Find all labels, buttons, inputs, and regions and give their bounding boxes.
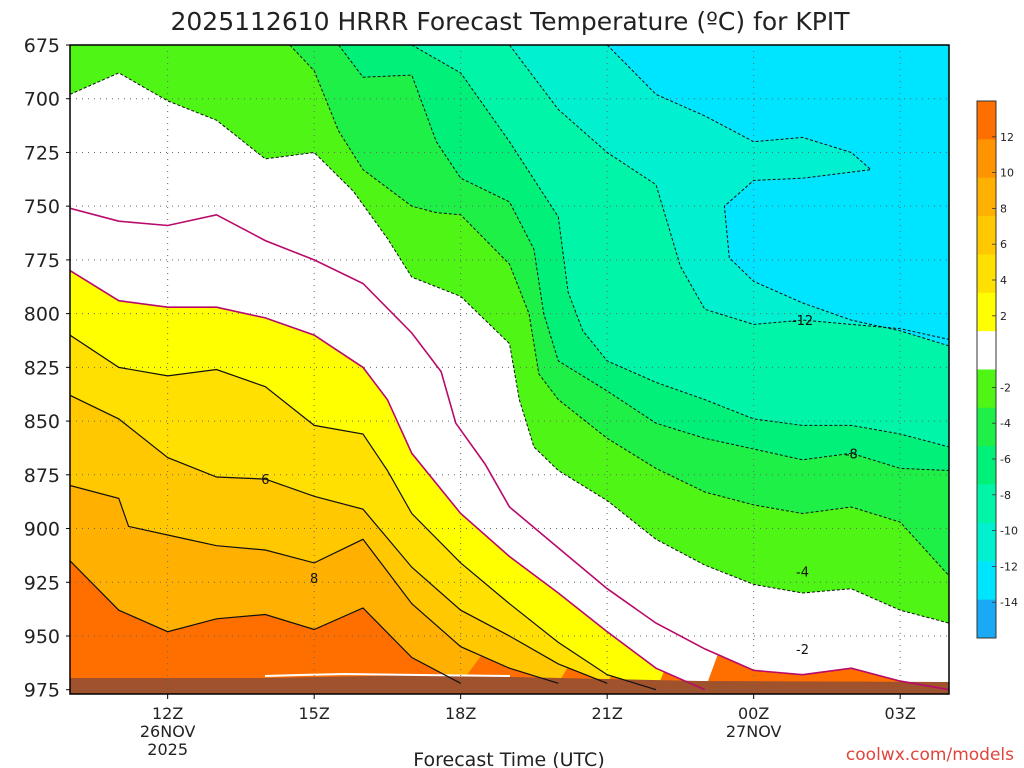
- x-tick-label: 00Z: [738, 704, 769, 723]
- colorbar-label: -4: [1000, 417, 1011, 430]
- y-tick-label: 950: [24, 626, 60, 648]
- y-tick-label: 975: [24, 680, 60, 702]
- colorbar-band: [977, 484, 996, 524]
- x-tick-label: 26NOV: [140, 722, 196, 741]
- colorbar-label: -14: [1000, 596, 1018, 609]
- colorbar-band: [977, 177, 996, 217]
- colorbar-label: -12: [1000, 560, 1018, 573]
- plot-area: 6 8 -12 -8 -4 -2: [70, 45, 949, 694]
- contour-label: 8: [310, 572, 318, 587]
- contour-line-2: [70, 334, 657, 691]
- colorbar-band: [977, 254, 996, 294]
- x-axis-label: Forecast Time (UTC): [413, 749, 604, 768]
- colorbar-band: [977, 446, 996, 485]
- colorbar-label: 2: [1000, 310, 1007, 323]
- colorbar-label: -8: [1000, 489, 1011, 502]
- colorbar-label: 12: [1000, 131, 1014, 144]
- x-tick-label: 15Z: [299, 704, 330, 723]
- contour-line--2: [70, 207, 949, 691]
- contour-label: -2: [796, 643, 809, 658]
- colorbar-frame: [976, 100, 997, 639]
- colorbar-label: 8: [1000, 202, 1007, 215]
- y-tick-label: 725: [24, 142, 60, 164]
- y-tick-label: 700: [24, 89, 60, 111]
- x-tick-label: 12Z: [152, 704, 183, 723]
- colorbar-label: 6: [1000, 238, 1007, 251]
- colorbar-label: 4: [1000, 274, 1007, 287]
- colorbar-band: [977, 292, 996, 332]
- contour-line--6: [289, 45, 949, 577]
- colorbar-band: [977, 407, 996, 447]
- colorbar-band: [977, 599, 996, 639]
- contour-line--10: [411, 45, 949, 448]
- y-tick-label: 750: [24, 196, 60, 218]
- x-tick-label: 27NOV: [726, 722, 782, 741]
- contour-line--4: [70, 72, 949, 624]
- y-tick-label: 925: [24, 572, 60, 594]
- colorbar-band: [977, 331, 996, 370]
- x-tick-label: 2025: [147, 740, 188, 759]
- y-tick-label: 900: [24, 519, 60, 541]
- contour-line--14: [606, 45, 949, 347]
- terrain-highlight: [264, 672, 511, 677]
- colorbar-band: [977, 139, 996, 179]
- x-tick-label: 21Z: [592, 704, 623, 723]
- contour-line-4: [70, 394, 608, 684]
- y-tick-label: 675: [24, 35, 60, 57]
- colorbar-label: 10: [1000, 167, 1014, 180]
- contour-line-8: [70, 560, 461, 684]
- colorbar-label: -10: [1000, 525, 1018, 538]
- y-tick-label: 800: [24, 304, 60, 326]
- contour-label: 6: [261, 473, 269, 488]
- colorbar-band: [977, 561, 996, 600]
- plot-frame: [69, 44, 950, 695]
- credit-text: coolwx.com/models: [846, 745, 1014, 765]
- chart-title: 2025112610 HRRR Forecast Temperature (ºC…: [170, 7, 850, 36]
- colorbar-band: [977, 101, 996, 140]
- contour-label: -12: [792, 314, 813, 329]
- y-tick-label: 850: [24, 411, 60, 433]
- y-tick-label: 775: [24, 250, 60, 272]
- axes: 675 700 725 750 775 800 825 850 875 900 925 950 975 1…: [24, 35, 950, 759]
- colorbar-label: -6: [1000, 453, 1011, 466]
- colorbar-band: [977, 216, 996, 255]
- contour-line--8: [338, 45, 949, 471]
- contour-line-6: [70, 484, 559, 684]
- y-tick-label: 875: [24, 465, 60, 487]
- colorbar-band: [977, 522, 996, 562]
- contour-label: -4: [796, 566, 809, 581]
- colorbar: 12 10 8 6 4 2 -2 -4 -6 -8 -10 -12 -14: [976, 100, 1018, 639]
- y-tick-label: 825: [24, 357, 60, 379]
- temperature-band--14: [607, 45, 949, 346]
- contour-label: -8: [845, 447, 858, 462]
- x-tick-label: 03Z: [885, 704, 916, 723]
- terrain-ground: [70, 675, 949, 694]
- colorbar-band: [977, 369, 996, 409]
- x-tick-label: 18Z: [445, 704, 476, 723]
- colorbar-label: -2: [1000, 381, 1011, 394]
- contour-line-0: [70, 269, 706, 691]
